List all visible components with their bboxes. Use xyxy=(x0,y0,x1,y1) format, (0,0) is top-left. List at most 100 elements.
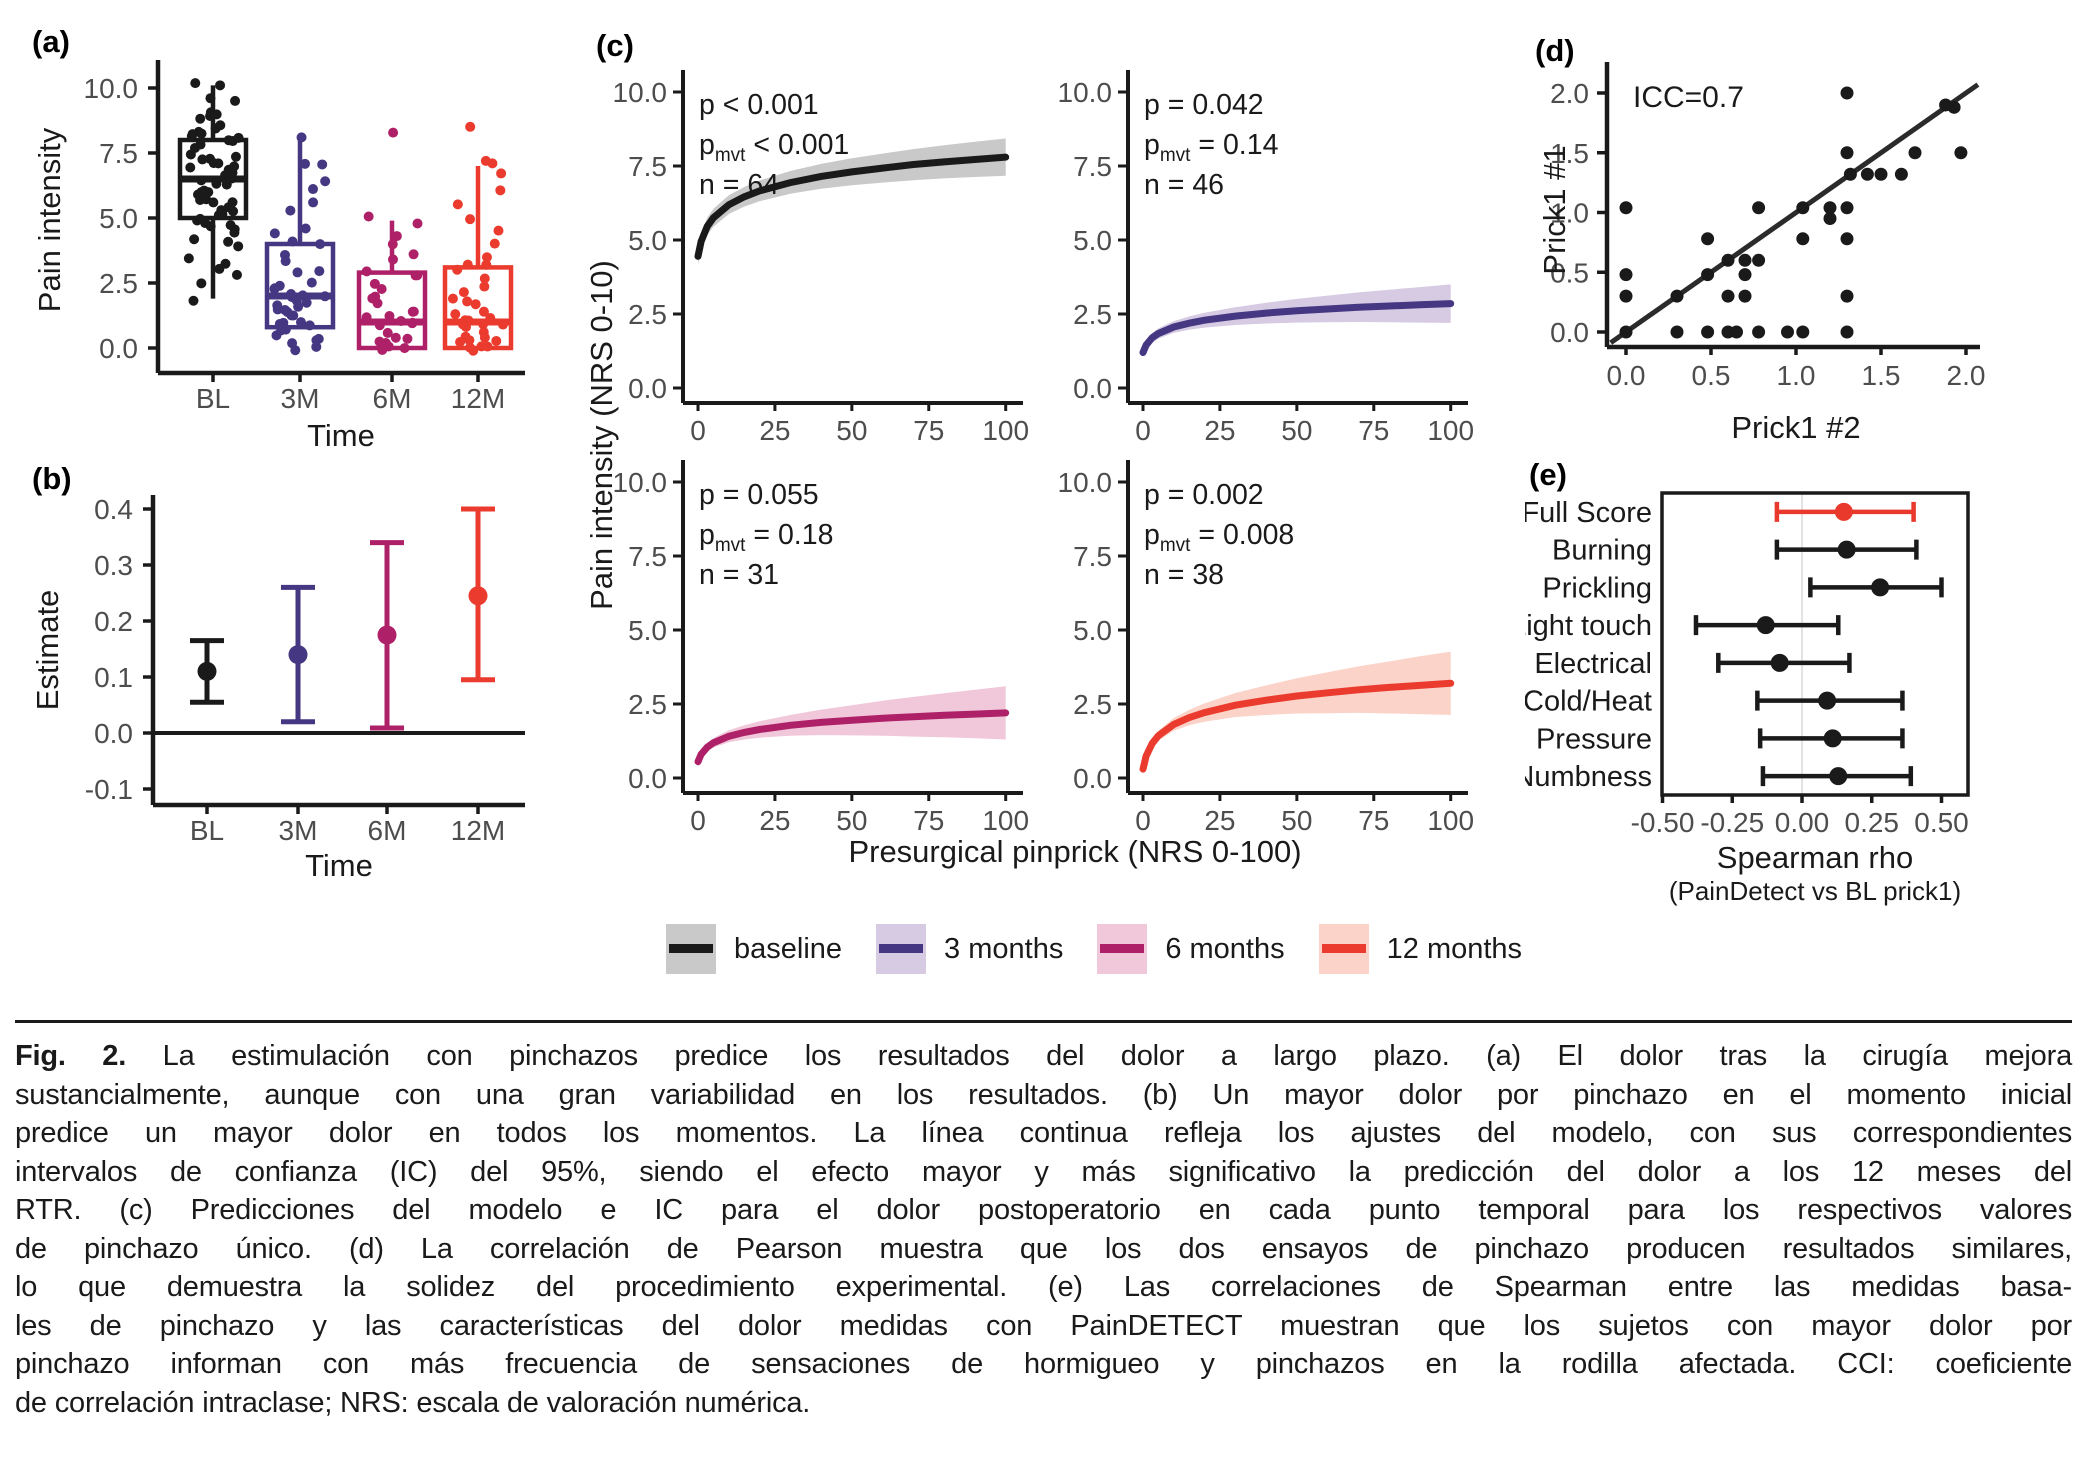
data-point xyxy=(410,270,421,281)
y-tick-label: 7.5 xyxy=(99,138,138,169)
data-point xyxy=(223,135,234,146)
data-point xyxy=(189,234,200,245)
estimate-point xyxy=(1837,540,1856,559)
forest-row-5 xyxy=(1755,690,1905,711)
legend-swatch-icon xyxy=(876,924,927,974)
legend-item-1: 3 months xyxy=(876,924,1063,974)
x-tick-label: 50 xyxy=(836,415,867,446)
data-point xyxy=(479,281,490,292)
series-legend: baseline 3 months 6 months 12 months xyxy=(560,903,1570,995)
data-point xyxy=(315,239,326,250)
data-point xyxy=(290,345,301,356)
data-point xyxy=(190,78,201,89)
x-axis-title: Time xyxy=(307,418,375,453)
x-tick-label: 25 xyxy=(759,415,790,446)
data-point xyxy=(1796,325,1810,339)
data-point xyxy=(280,256,291,267)
estimate-point xyxy=(1829,767,1848,786)
data-point xyxy=(195,113,206,124)
data-point xyxy=(481,252,492,263)
y-axis-title: Prick1 #1 xyxy=(1537,145,1572,274)
pointrange-plot: -0.1 0.0 0.1 0.2 0.3 0.4 BL 3M 6M 12M Time Estimate xyxy=(30,494,525,880)
panel-a-label: (a) xyxy=(32,24,70,59)
row-label: Cold/Heat xyxy=(1525,686,1652,718)
x-tick-label: 0.5 xyxy=(1692,360,1731,391)
data-point xyxy=(1730,325,1743,339)
x-axis-title: Spearman rho xyxy=(1717,840,1913,875)
forest-row-2 xyxy=(1808,577,1944,598)
legend-line-icon xyxy=(1321,944,1366,953)
data-point xyxy=(1701,268,1715,282)
data-point xyxy=(183,253,194,264)
data-point xyxy=(408,306,419,317)
data-point xyxy=(1823,201,1837,215)
data-point xyxy=(272,304,283,315)
subplot-3-months: 0.0 2.5 5.0 7.5 10.0 0 25 50 75 100 p = 0.042 pmvt … xyxy=(1058,70,1474,446)
x-tick-label: 50 xyxy=(836,805,867,836)
data-point xyxy=(452,199,463,210)
estimate-point xyxy=(288,645,308,665)
icc-annotation: ICC=0.7 xyxy=(1633,81,1744,114)
data-point xyxy=(1840,201,1854,215)
data-point xyxy=(464,335,475,346)
data-point xyxy=(205,110,216,121)
x-axis-title: Prick1 #2 xyxy=(1731,410,1860,445)
data-point xyxy=(1738,289,1752,303)
data-point xyxy=(319,291,330,302)
x-tick-label: BL xyxy=(190,815,224,846)
fit-line xyxy=(1139,300,1455,356)
data-point xyxy=(293,301,304,312)
data-point xyxy=(292,267,303,278)
y-tick-label: 10.0 xyxy=(613,467,668,498)
data-point xyxy=(231,269,242,280)
data-point xyxy=(229,227,240,238)
data-point xyxy=(320,176,331,187)
data-point xyxy=(299,158,310,169)
data-point xyxy=(308,184,319,195)
y-tick-label: 1.5 xyxy=(1550,138,1589,169)
x-tick-label: BL xyxy=(196,383,230,414)
data-point xyxy=(376,284,387,295)
data-point xyxy=(485,312,496,323)
data-point xyxy=(462,296,473,307)
y-tick-label: 2.5 xyxy=(628,689,667,720)
data-point xyxy=(391,231,402,242)
legend-swatch-icon xyxy=(666,924,716,974)
data-point xyxy=(1738,253,1752,267)
data-point xyxy=(1781,325,1794,339)
forest-row-0 xyxy=(1774,501,1916,522)
data-point xyxy=(280,324,291,335)
y-tick-label: -0.1 xyxy=(85,774,133,805)
x-tick-label: 0 xyxy=(690,415,706,446)
stat-p: p = 0.042 xyxy=(1144,89,1264,121)
row-label: Light touch xyxy=(1525,610,1652,642)
data-point xyxy=(384,311,395,322)
ci-band xyxy=(1143,651,1451,773)
data-point xyxy=(230,95,241,106)
y-tick-label: 0.0 xyxy=(99,333,138,364)
data-point xyxy=(301,297,312,308)
data-point xyxy=(479,273,490,284)
data-point xyxy=(1860,167,1874,181)
legend-line-icon xyxy=(879,944,924,953)
data-point xyxy=(382,327,393,338)
y-tick-label: 0.5 xyxy=(1550,257,1589,288)
data-point xyxy=(1752,325,1766,339)
data-point xyxy=(188,295,199,306)
panel-b-chart: -0.1 0.0 0.1 0.2 0.3 0.4 BL 3M 6M 12M Time Estimate xyxy=(30,494,525,880)
data-point xyxy=(363,211,374,222)
x-tick-label: -0.50 xyxy=(1631,807,1695,838)
data-point xyxy=(495,185,506,196)
figure-caption: Fig. 2. La estimulación con pinchazos pr… xyxy=(15,1020,2072,1422)
stat-n: n = 46 xyxy=(1144,169,1224,201)
data-point xyxy=(1840,86,1854,100)
y-tick-label: 10.0 xyxy=(1058,467,1113,498)
y-tick-label: 2.5 xyxy=(1073,299,1112,330)
caption-line: predice un mayor dolor en todos los mome… xyxy=(15,1117,2072,1149)
forest-plot: Full Score Burning Prickling Light touch Ele… xyxy=(1525,491,1970,906)
data-point xyxy=(461,322,472,333)
data-point xyxy=(300,223,311,234)
data-point xyxy=(196,278,207,289)
error-bar-6M xyxy=(370,540,404,731)
legend-line-icon xyxy=(1100,944,1145,953)
